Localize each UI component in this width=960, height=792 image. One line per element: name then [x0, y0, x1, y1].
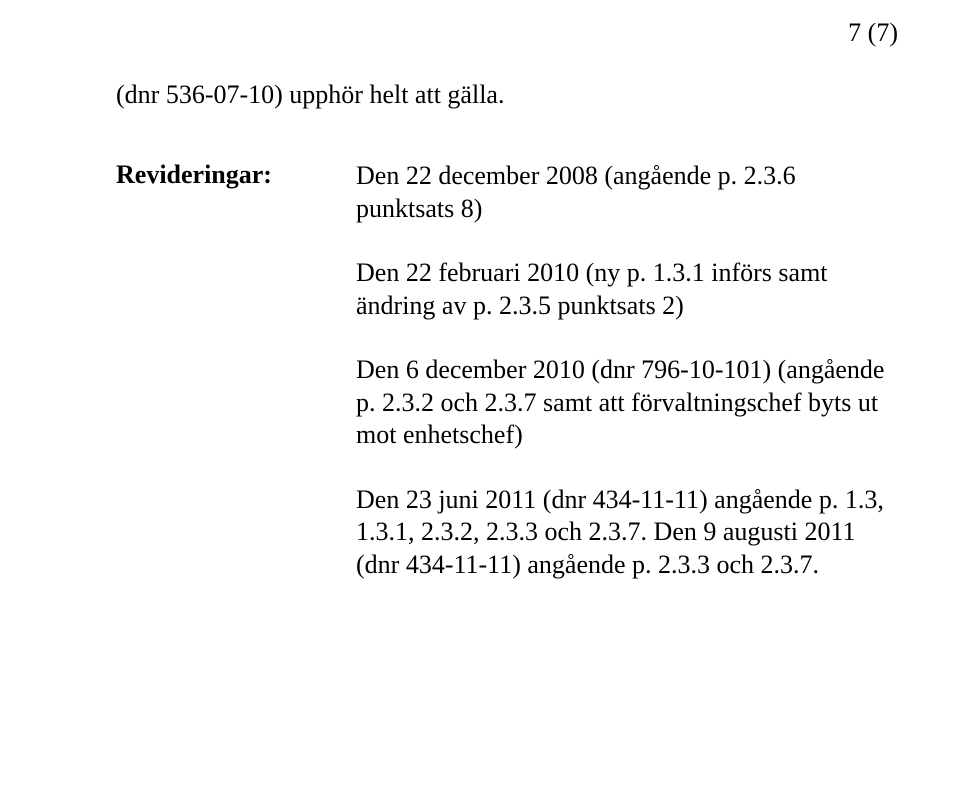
revision-paragraph: Den 22 februari 2010 (ny p. 1.3.1 införs… [356, 257, 898, 322]
revision-paragraph: Den 6 december 2010 (dnr 796-10-101) (an… [356, 354, 898, 452]
page-number: 7 (7) [848, 18, 898, 48]
revisions-body: Den 22 december 2008 (angående p. 2.3.6 … [356, 160, 898, 581]
revisions-section: Revideringar: Den 22 december 2008 (angå… [116, 160, 898, 581]
revision-paragraph: Den 22 december 2008 (angående p. 2.3.6 … [356, 160, 898, 225]
revision-paragraph: Den 23 juni 2011 (dnr 434-11-11) angåend… [356, 484, 898, 582]
intro-line: (dnr 536-07-10) upphör helt att gälla. [116, 80, 504, 110]
document-page: 7 (7) (dnr 536-07-10) upphör helt att gä… [0, 0, 960, 792]
revisions-label: Revideringar: [116, 160, 356, 190]
